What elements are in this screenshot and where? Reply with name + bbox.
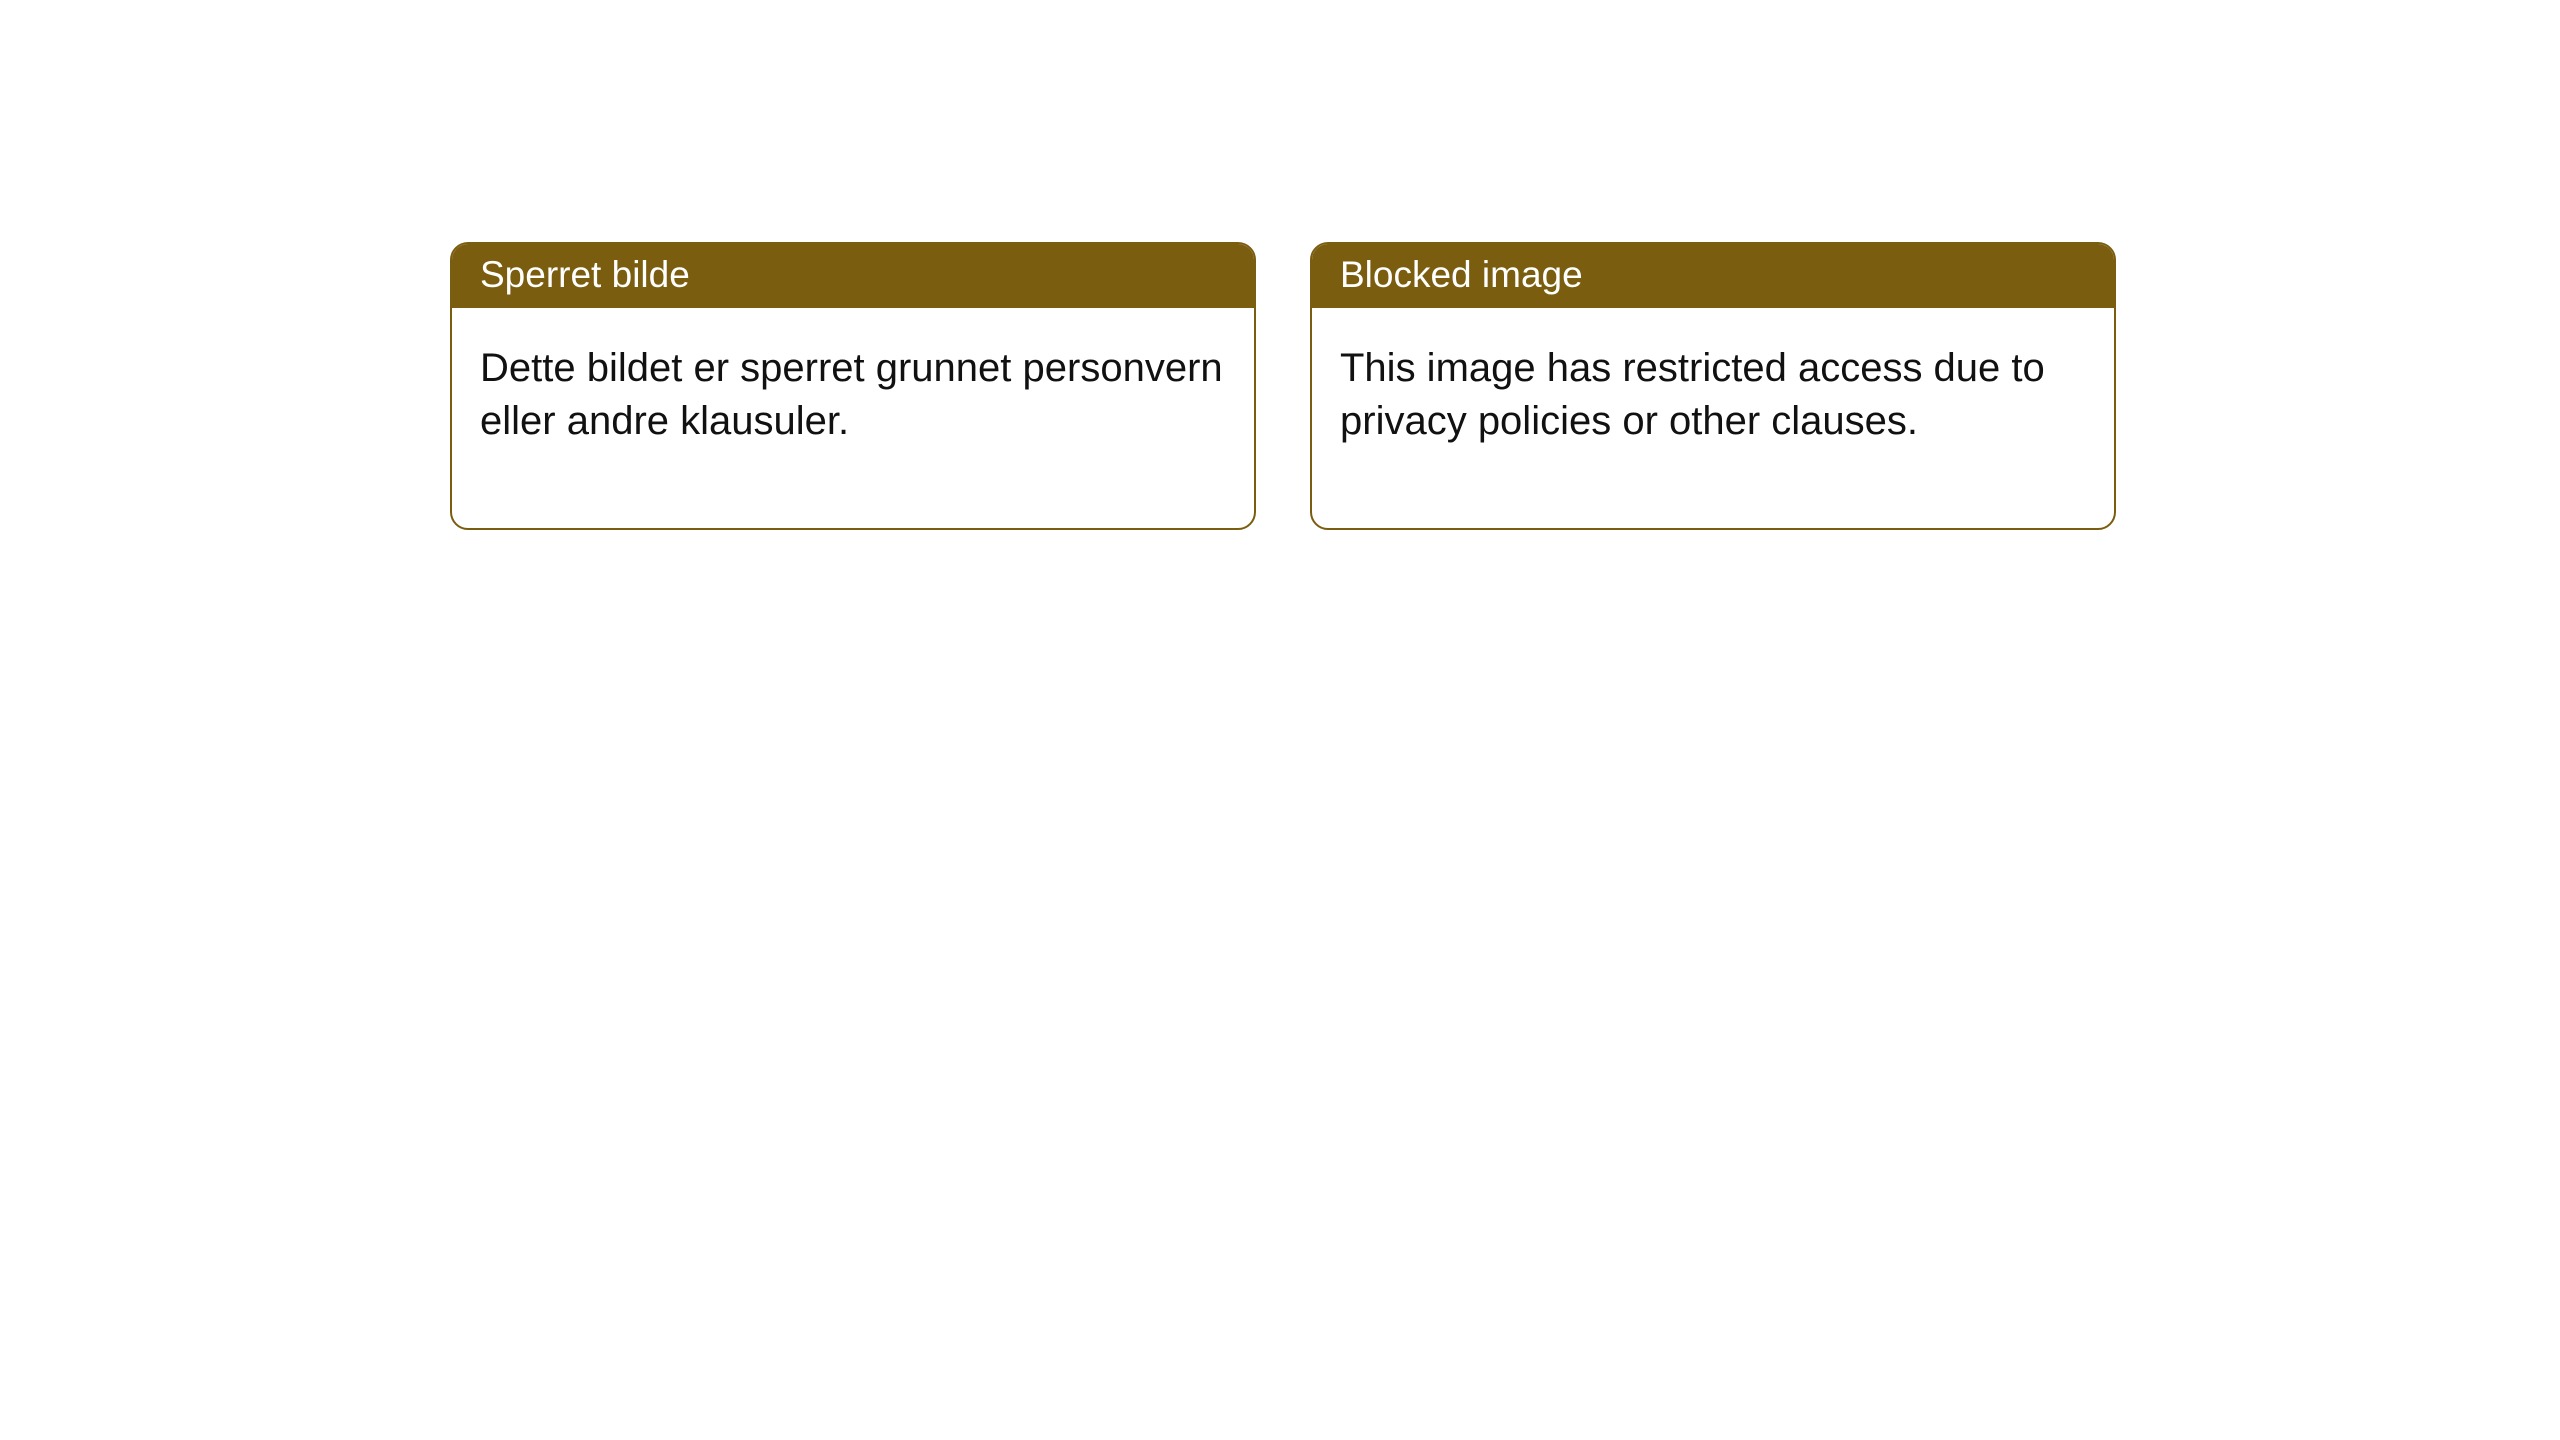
notice-card-norwegian: Sperret bilde Dette bildet er sperret gr… [450,242,1256,530]
notice-container: Sperret bilde Dette bildet er sperret gr… [0,0,2560,530]
notice-header-english: Blocked image [1312,244,2114,308]
notice-card-english: Blocked image This image has restricted … [1310,242,2116,530]
notice-header-norwegian: Sperret bilde [452,244,1254,308]
notice-body-english: This image has restricted access due to … [1312,308,2114,528]
notice-body-norwegian: Dette bildet er sperret grunnet personve… [452,308,1254,528]
